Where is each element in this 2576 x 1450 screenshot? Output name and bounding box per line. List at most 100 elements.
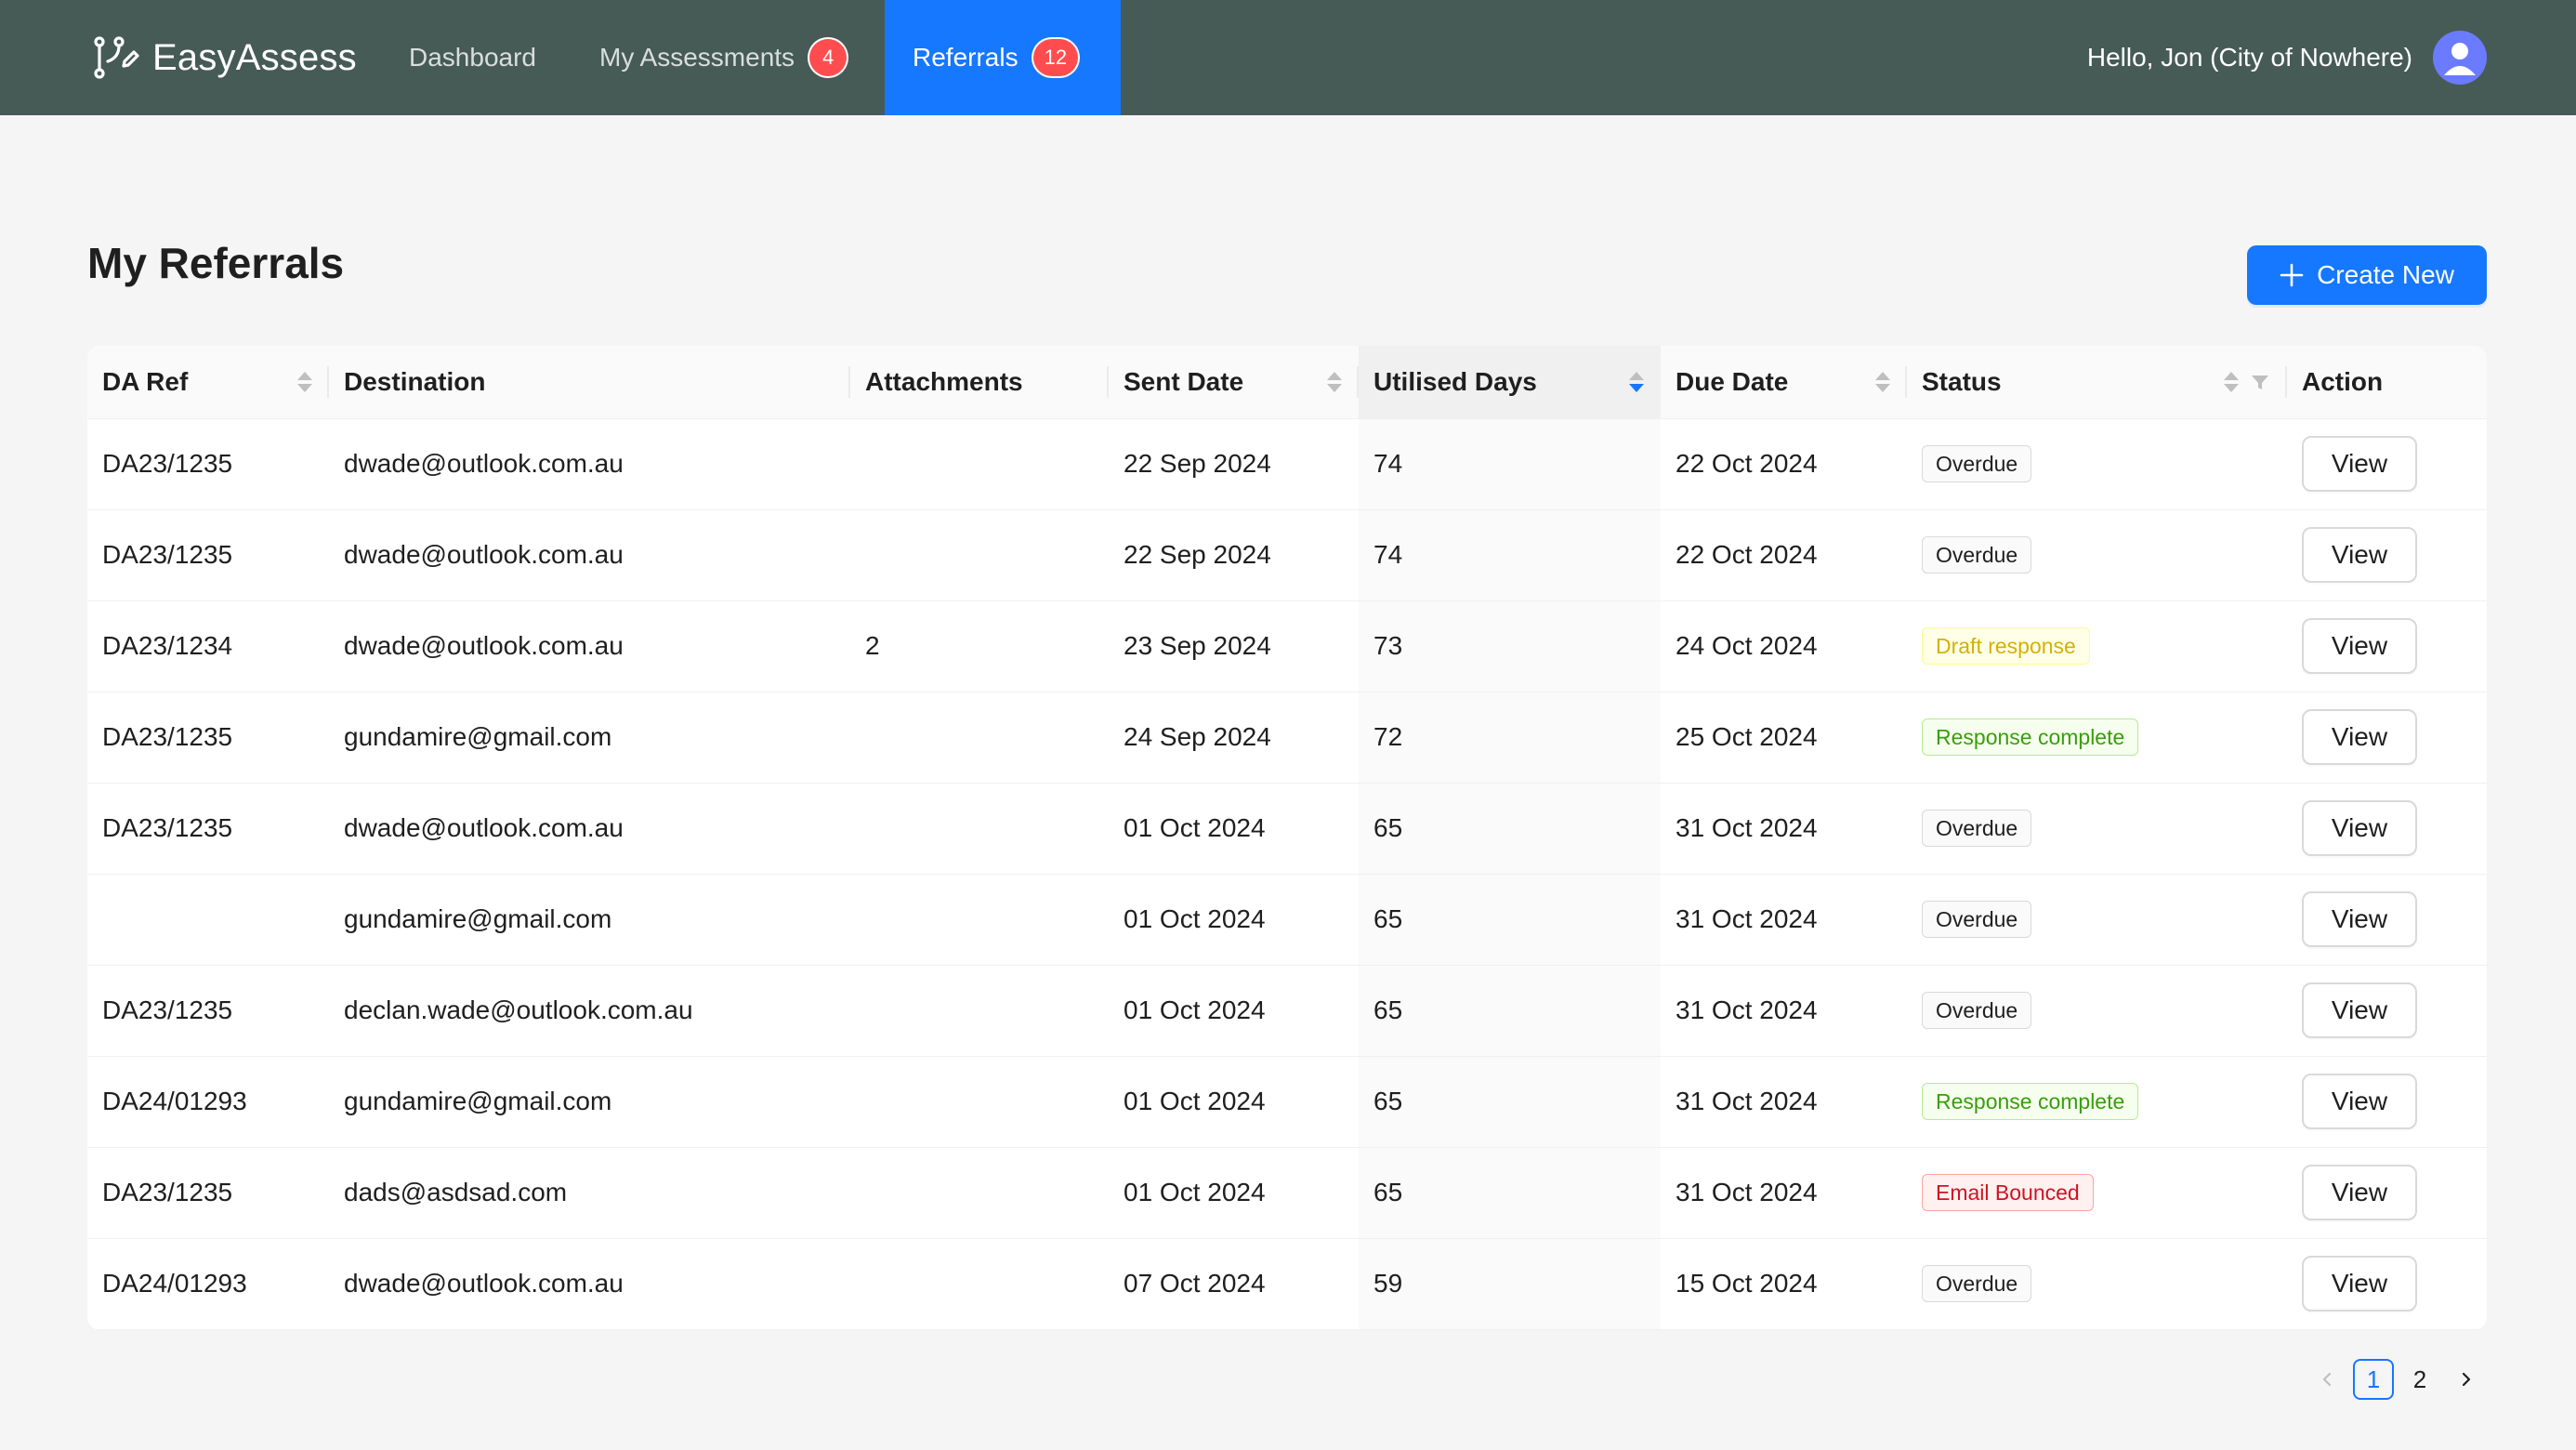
- nav-dashboard[interactable]: Dashboard: [409, 0, 536, 115]
- cell-status: Email Bounced: [1907, 1147, 2287, 1239]
- col-header-label: Utilised Days: [1373, 366, 1537, 396]
- view-button[interactable]: View: [2302, 891, 2417, 947]
- col-header-da-ref[interactable]: DA Ref: [87, 346, 329, 419]
- cell-due-date: 31 Oct 2024: [1661, 965, 1907, 1057]
- col-header-attachments: Attachments: [850, 346, 1109, 419]
- cell-sent-date: 01 Oct 2024: [1109, 1056, 1359, 1148]
- nav-referrals[interactable]: Referrals 12: [885, 0, 1121, 115]
- avatar[interactable]: [2433, 31, 2487, 85]
- table-header-row: DA Ref Destination Attachments Sent Date: [87, 346, 2487, 419]
- status-badge: Email Bounced: [1922, 1174, 2094, 1211]
- cell-da-ref: DA23/1235: [87, 965, 329, 1057]
- sort-icon[interactable]: [297, 372, 312, 392]
- cell-action: View: [2287, 874, 2487, 966]
- cell-sent-date: 22 Sep 2024: [1109, 418, 1359, 510]
- referrals-table: DA Ref Destination Attachments Sent Date: [87, 346, 2487, 1330]
- cell-destination: gundamire@gmail.com: [329, 874, 850, 966]
- cell-utilised-days: 74: [1359, 509, 1661, 601]
- cell-action: View: [2287, 509, 2487, 601]
- col-header-due-date[interactable]: Due Date: [1661, 346, 1907, 419]
- next-page-button[interactable]: [2446, 1359, 2487, 1400]
- top-nav-bar: EasyAssess Dashboard My Assessments 4 Re…: [0, 0, 2576, 115]
- cell-destination: dwade@outlook.com.au: [329, 418, 850, 510]
- chevron-right-icon: [2462, 1372, 2471, 1387]
- cell-utilised-days: 65: [1359, 965, 1661, 1057]
- prev-page-button[interactable]: [2307, 1359, 2347, 1400]
- nav-my-assessments-label: My Assessments: [599, 43, 795, 72]
- cell-status: Response complete: [1907, 692, 2287, 784]
- page-2-button[interactable]: 2: [2412, 1364, 2427, 1393]
- sort-descending-icon[interactable]: [1629, 372, 1644, 392]
- cell-da-ref: DA23/1235: [87, 418, 329, 510]
- view-button[interactable]: View: [2302, 1074, 2417, 1129]
- cell-attachments: [850, 1147, 1109, 1239]
- cell-due-date: 22 Oct 2024: [1661, 418, 1907, 510]
- view-button[interactable]: View: [2302, 1256, 2417, 1312]
- view-button[interactable]: View: [2302, 618, 2417, 674]
- cell-due-date: 25 Oct 2024: [1661, 692, 1907, 784]
- view-button[interactable]: View: [2302, 1165, 2417, 1220]
- table-row: DA23/1234 dwade@outlook.com.au 2 23 Sep 202…: [87, 600, 2487, 692]
- create-new-button[interactable]: Create New: [2247, 245, 2487, 305]
- cell-status: Draft response: [1907, 600, 2287, 692]
- cell-due-date: 31 Oct 2024: [1661, 1056, 1907, 1148]
- cell-sent-date: 01 Oct 2024: [1109, 874, 1359, 966]
- cell-due-date: 31 Oct 2024: [1661, 1147, 1907, 1239]
- view-button[interactable]: View: [2302, 800, 2417, 856]
- col-header-action: Action: [2287, 346, 2487, 419]
- table-row: DA23/1235 dwade@outlook.com.au 01 Oct 2024…: [87, 783, 2487, 875]
- cell-sent-date: 01 Oct 2024: [1109, 965, 1359, 1057]
- status-badge: Overdue: [1922, 536, 2032, 573]
- referrals-count-badge: 12: [1032, 39, 1079, 76]
- page-title: My Referrals: [87, 239, 345, 287]
- cell-status: Overdue: [1907, 509, 2287, 601]
- cell-da-ref: DA24/01293: [87, 1238, 329, 1330]
- page-1-button[interactable]: 1: [2353, 1359, 2394, 1400]
- cell-due-date: 31 Oct 2024: [1661, 783, 1907, 875]
- cell-action: View: [2287, 692, 2487, 784]
- cell-utilised-days: 72: [1359, 692, 1661, 784]
- cell-utilised-days: 74: [1359, 418, 1661, 510]
- brand[interactable]: EasyAssess: [91, 0, 357, 115]
- cell-utilised-days: 65: [1359, 874, 1661, 966]
- table-row: DA23/1235 dads@asdsad.com 01 Oct 2024 65 31 …: [87, 1147, 2487, 1239]
- cell-action: View: [2287, 1238, 2487, 1330]
- cell-action: View: [2287, 1147, 2487, 1239]
- col-header-utilised-days[interactable]: Utilised Days: [1359, 346, 1661, 419]
- chevron-left-icon: [2322, 1372, 2332, 1387]
- cell-attachments: 2: [850, 600, 1109, 692]
- cell-da-ref: DA23/1235: [87, 509, 329, 601]
- col-header-sent-date[interactable]: Sent Date: [1109, 346, 1359, 419]
- cell-sent-date: 01 Oct 2024: [1109, 783, 1359, 875]
- cell-status: Overdue: [1907, 874, 2287, 966]
- nav-my-assessments[interactable]: My Assessments 4: [599, 0, 848, 115]
- view-button[interactable]: View: [2302, 436, 2417, 492]
- cell-attachments: [850, 509, 1109, 601]
- cell-status: Overdue: [1907, 783, 2287, 875]
- app-name: EasyAssess: [152, 36, 357, 78]
- cell-destination: declan.wade@outlook.com.au: [329, 965, 850, 1057]
- plus-icon: [2280, 263, 2304, 287]
- sort-icon[interactable]: [1875, 372, 1890, 392]
- table-row: DA23/1235 dwade@outlook.com.au 22 Sep 2024…: [87, 418, 2487, 510]
- col-header-label: Due Date: [1676, 366, 1789, 396]
- status-badge: Response complete: [1922, 1083, 2139, 1120]
- col-header-status[interactable]: Status: [1907, 346, 2287, 419]
- table-row: DA23/1235 dwade@outlook.com.au 22 Sep 2024…: [87, 509, 2487, 601]
- sort-icon[interactable]: [1327, 372, 1342, 392]
- cell-attachments: [850, 874, 1109, 966]
- sort-icon[interactable]: [2224, 372, 2239, 392]
- view-button[interactable]: View: [2302, 527, 2417, 583]
- cell-utilised-days: 65: [1359, 783, 1661, 875]
- cell-da-ref: DA23/1235: [87, 1147, 329, 1239]
- col-header-label: Action: [2302, 366, 2384, 396]
- view-button[interactable]: View: [2302, 982, 2417, 1038]
- cell-utilised-days: 59: [1359, 1238, 1661, 1330]
- filter-icon[interactable]: [2250, 372, 2270, 392]
- cell-action: View: [2287, 965, 2487, 1057]
- cell-destination: dwade@outlook.com.au: [329, 509, 850, 601]
- user-menu[interactable]: Hello, Jon (City of Nowhere): [2087, 0, 2487, 115]
- col-header-destination: Destination: [329, 346, 850, 419]
- view-button[interactable]: View: [2302, 709, 2417, 765]
- cell-due-date: 22 Oct 2024: [1661, 509, 1907, 601]
